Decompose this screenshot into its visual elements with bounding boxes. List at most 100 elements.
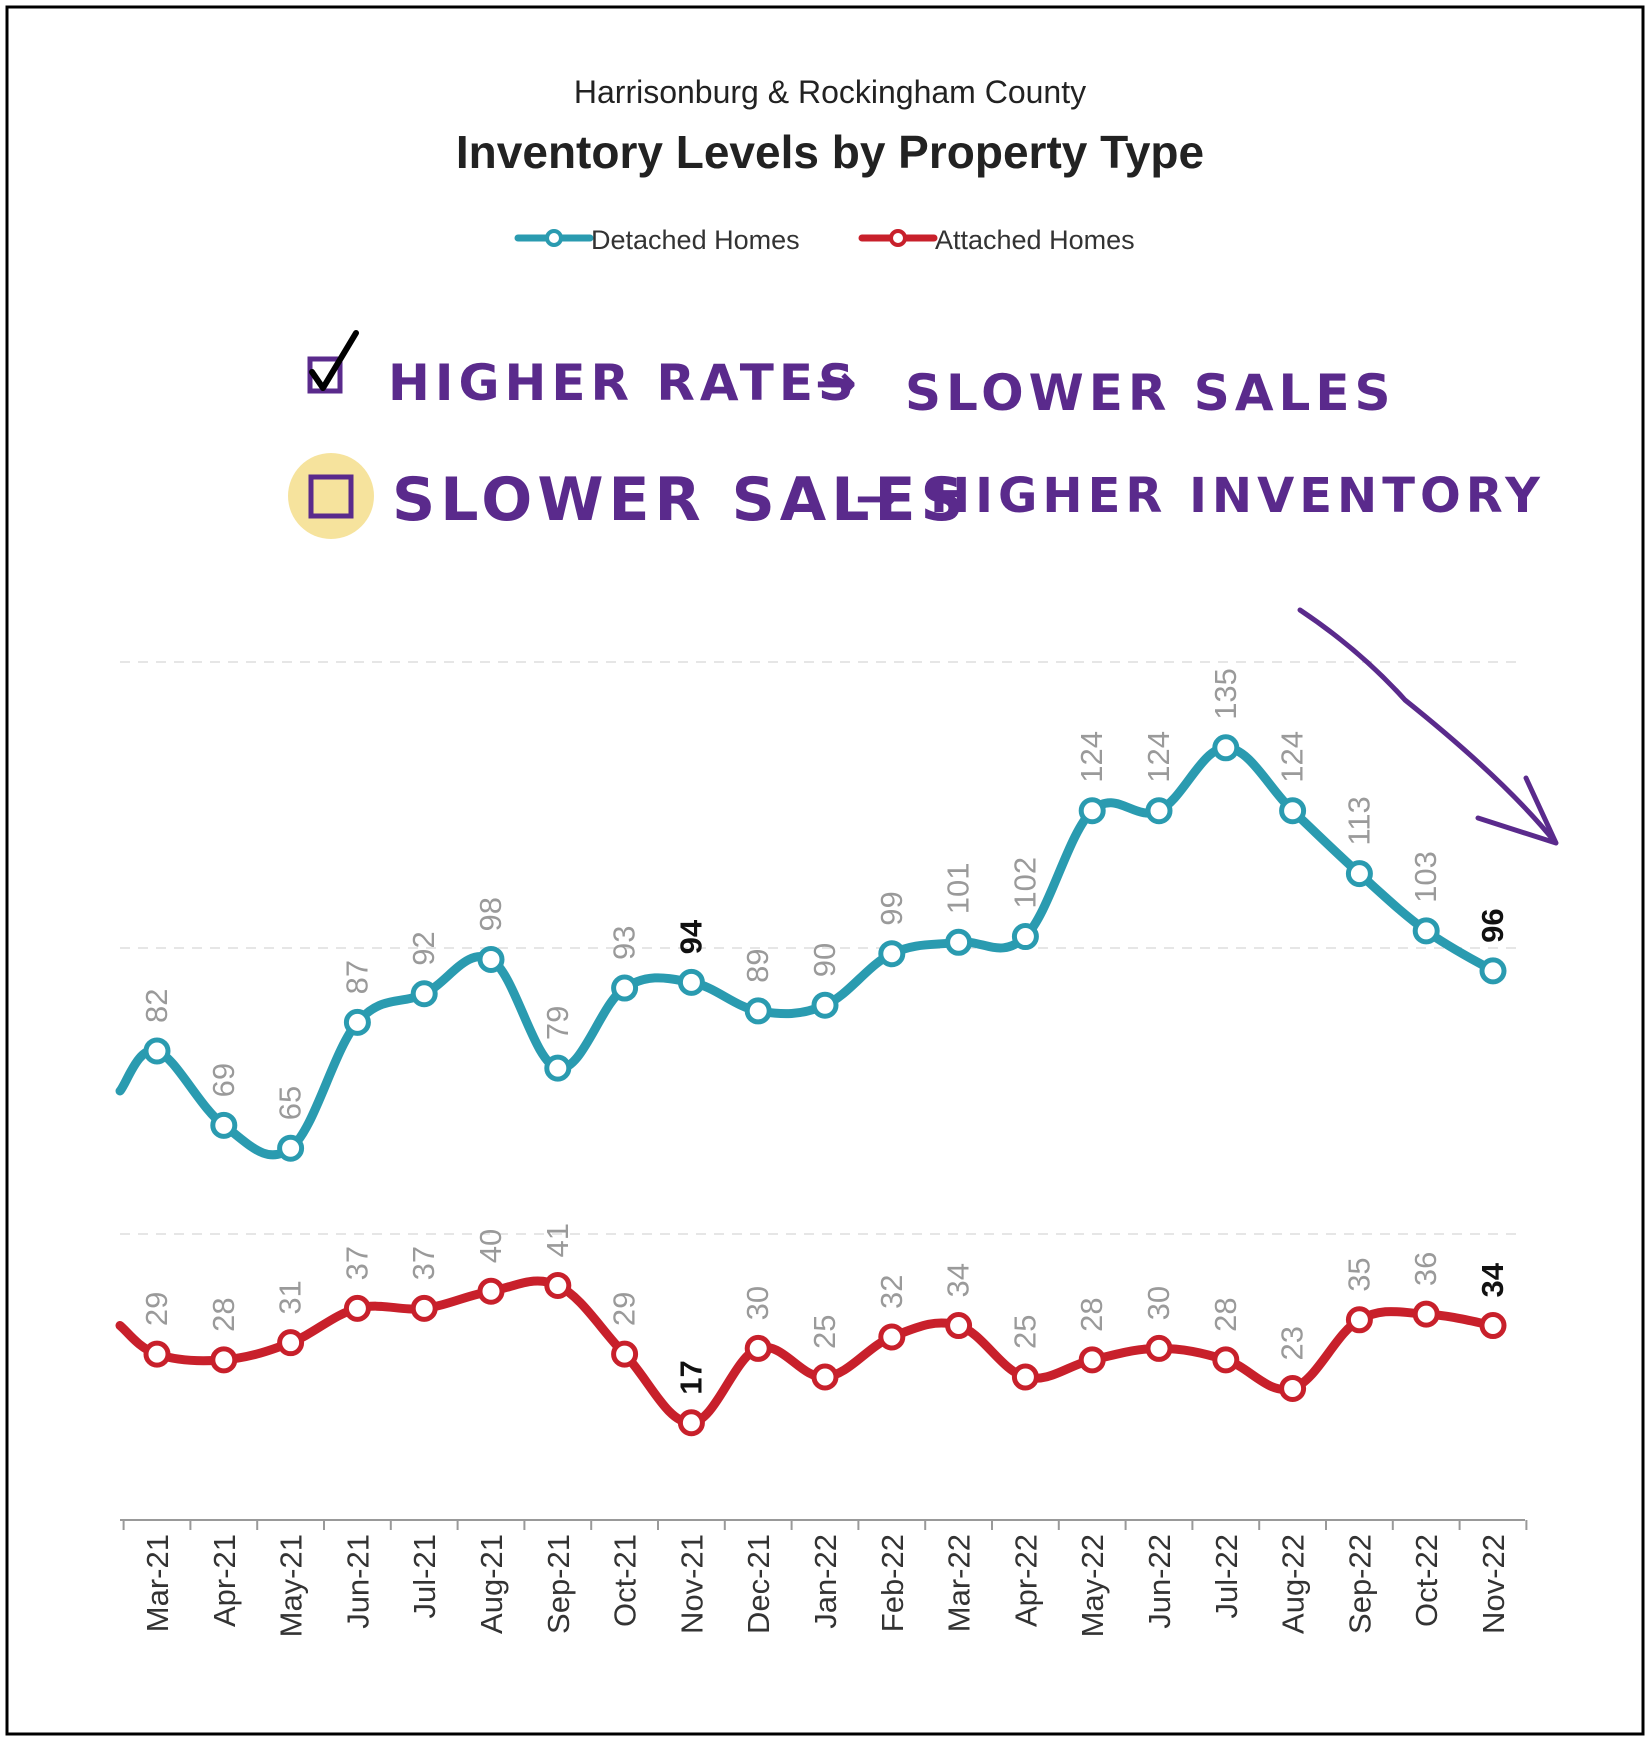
data-point xyxy=(1212,734,1240,762)
x-tick-label: Nov-21 xyxy=(674,1534,709,1634)
data-label: 17 xyxy=(673,1360,708,1394)
data-point xyxy=(1412,1300,1440,1328)
data-label: 28 xyxy=(1208,1297,1243,1331)
data-point xyxy=(1078,1346,1106,1374)
data-point xyxy=(477,1277,505,1305)
checkbox-1 xyxy=(307,356,343,394)
series-line xyxy=(115,1276,1498,1428)
data-label: 87 xyxy=(339,960,374,994)
data-label: 37 xyxy=(406,1246,441,1280)
legend-item: Attached Homes xyxy=(858,225,1135,255)
data-point xyxy=(1145,1334,1173,1362)
data-label: 36 xyxy=(1408,1252,1443,1286)
x-tick-label: Dec-21 xyxy=(741,1534,776,1634)
data-label: 103 xyxy=(1408,851,1443,903)
data-point xyxy=(878,940,906,968)
note-2-right: HIGHER INVENTORY xyxy=(930,468,1545,524)
data-label: 113 xyxy=(1341,796,1376,845)
data-point xyxy=(277,1134,305,1162)
data-point xyxy=(1345,860,1373,888)
data-label: 93 xyxy=(607,926,642,960)
x-tick-label: Aug-21 xyxy=(474,1534,509,1634)
data-point xyxy=(1412,917,1440,945)
data-point xyxy=(1145,797,1173,825)
data-point xyxy=(744,1334,772,1362)
data-label: 34 xyxy=(1475,1262,1510,1297)
data-point xyxy=(811,991,839,1019)
x-tick-label: May-21 xyxy=(274,1534,309,1637)
data-point xyxy=(1011,1363,1039,1391)
x-tick-label: Jul-21 xyxy=(407,1534,442,1618)
data-point xyxy=(210,1111,238,1139)
chart-title: Inventory Levels by Property Type xyxy=(456,126,1204,178)
data-label: 35 xyxy=(1341,1257,1376,1291)
x-tick-label: Feb-22 xyxy=(875,1534,910,1632)
data-label: 92 xyxy=(406,931,441,965)
legend-label: Detached Homes xyxy=(591,225,800,255)
data-label: 94 xyxy=(673,919,708,954)
series-layer: 82 69 65 87 92 98 79 93 94 89 90 99 101 102 124 124 135 1… xyxy=(115,668,1510,1437)
checkmark-icon xyxy=(309,330,359,391)
data-label: 124 xyxy=(1141,731,1176,783)
x-tick-label: Jan-22 xyxy=(808,1534,843,1629)
downtrend-arrow-head xyxy=(1475,775,1559,846)
note-1-left: HIGHER RATES xyxy=(388,354,859,412)
x-tick-label: Mar-22 xyxy=(942,1534,977,1632)
x-tick-label: Jun-21 xyxy=(340,1534,375,1629)
data-label: 102 xyxy=(1007,857,1042,909)
data-label: 25 xyxy=(1007,1315,1042,1349)
x-tick-label: Oct-22 xyxy=(1409,1534,1444,1627)
data-point xyxy=(277,1329,305,1357)
x-tick-label: Sep-21 xyxy=(541,1534,576,1634)
series-line xyxy=(115,743,1498,1160)
data-label: 98 xyxy=(473,897,508,931)
x-axis: Mar-21 Apr-21 May-21 Jun-21 Jul-21 Aug-21 Sep-… xyxy=(120,1519,1528,1637)
data-point xyxy=(143,1037,171,1065)
data-point xyxy=(343,1294,371,1322)
x-tick-label: Sep-22 xyxy=(1342,1534,1377,1634)
data-label: 69 xyxy=(206,1063,241,1097)
data-label: 28 xyxy=(1074,1297,1109,1331)
data-point xyxy=(1479,957,1507,985)
legend-marker-icon xyxy=(545,229,563,247)
data-label: 29 xyxy=(139,1292,174,1326)
data-label: 90 xyxy=(807,943,842,977)
note-1-right: SLOWER SALES xyxy=(905,364,1396,422)
data-point xyxy=(1279,1374,1307,1402)
data-point xyxy=(410,1294,438,1322)
data-label: 41 xyxy=(540,1223,575,1257)
data-label: 96 xyxy=(1475,908,1510,942)
data-label: 34 xyxy=(941,1263,976,1297)
data-point xyxy=(945,1312,973,1340)
note-1-arrow: → xyxy=(815,354,862,412)
checkbox-2 xyxy=(308,474,354,519)
legend: Detached Homes Attached Homes xyxy=(514,225,1135,255)
data-point xyxy=(677,968,705,996)
x-tick-label: Oct-21 xyxy=(608,1534,643,1627)
note-2-left: SLOWER SALES xyxy=(392,465,969,535)
x-tick-label: Mar-21 xyxy=(140,1534,175,1632)
data-point xyxy=(477,945,505,973)
legend-label: Attached Homes xyxy=(935,225,1135,255)
data-point xyxy=(744,997,772,1025)
data-label: 79 xyxy=(540,1006,575,1040)
data-point xyxy=(1212,1346,1240,1374)
chart-border xyxy=(5,5,1645,1736)
data-point xyxy=(544,1271,572,1299)
x-tick-label: Jun-22 xyxy=(1142,1534,1177,1629)
data-point xyxy=(811,1363,839,1391)
data-label: 99 xyxy=(874,891,909,925)
data-point xyxy=(410,980,438,1008)
data-point xyxy=(210,1346,238,1374)
x-tick-label: May-22 xyxy=(1075,1534,1110,1637)
x-tick-label: Jul-22 xyxy=(1209,1534,1244,1618)
data-point xyxy=(343,1008,371,1036)
data-point xyxy=(544,1054,572,1082)
data-label: 101 xyxy=(941,863,976,915)
data-point xyxy=(878,1323,906,1351)
data-point xyxy=(1479,1312,1507,1340)
note-line-1: HIGHER RATES → SLOWER SALES xyxy=(307,330,1396,422)
x-tick-label: Apr-22 xyxy=(1008,1534,1043,1627)
